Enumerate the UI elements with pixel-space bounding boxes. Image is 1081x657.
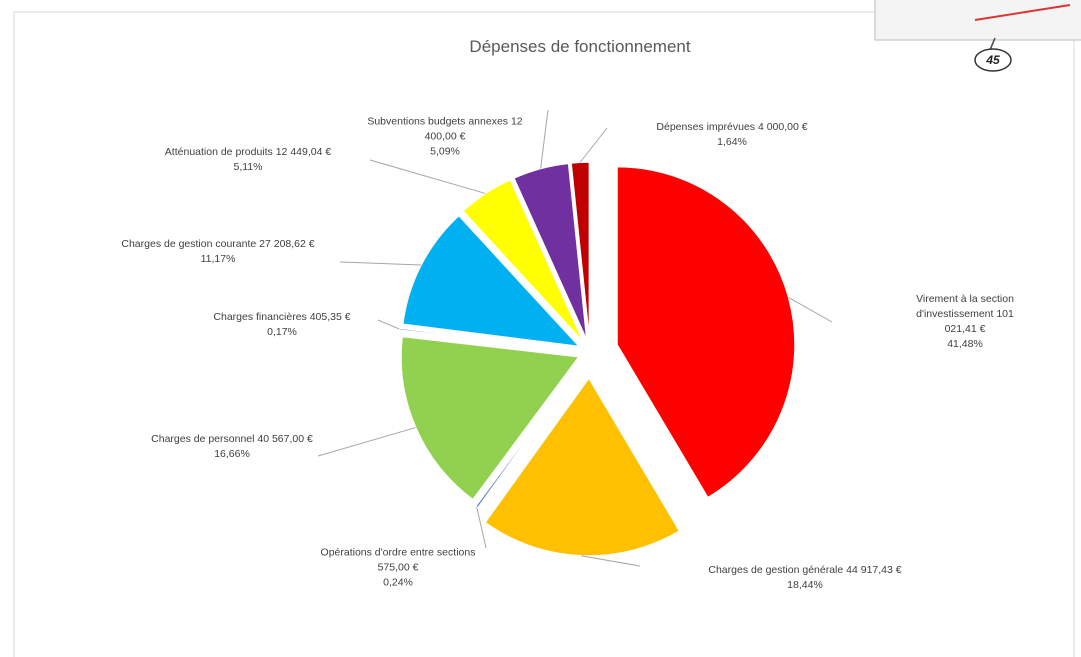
leader-line (339, 261, 422, 266)
leader-line (369, 159, 486, 194)
slice-label: Charges financières 405,35 € 0,17% (213, 310, 350, 340)
slice-percent: 0,17% (267, 326, 297, 338)
slice-label: Atténuation de produits 12 449,04 € 5,11% (165, 145, 331, 175)
pie-slice (483, 376, 681, 557)
corner-note: 45 (985, 53, 1000, 67)
slice-percent: 5,09% (430, 145, 460, 158)
slice-label: Opérations d'ordre entre sections 575,00… (313, 546, 483, 591)
pie-slice (398, 327, 577, 352)
slice-percent: 18,44% (787, 579, 823, 591)
leader-line (377, 319, 400, 330)
slice-name: Charges financières 405,35 € (213, 311, 351, 323)
slice-name: Charges de gestion générale 44 917,43 € (708, 564, 902, 576)
slice-label: Charges de gestion générale 44 917,43 € 1… (708, 563, 901, 593)
leader-line (579, 127, 608, 163)
leader-line (317, 427, 416, 457)
chart-title: Dépenses de fonctionnement (469, 37, 690, 56)
slice-percent: 41,48% (947, 338, 983, 350)
leader-line (580, 555, 641, 567)
slice-label: Charges de personnel 40 567,00 € 16,66% (151, 432, 313, 462)
slice-label: Virement à la section d'investissement 1… (907, 292, 1023, 352)
slice-label: Charges de gestion courante 27 208,62 € 1… (121, 237, 314, 267)
slice-name: Opérations d'ordre entre sections 575,00… (320, 546, 476, 574)
slice-percent: 0,24% (383, 576, 413, 589)
slice-percent: 11,17% (200, 253, 236, 265)
pie-slice (474, 362, 583, 509)
pie-slice (461, 178, 585, 343)
pie-slice (400, 335, 581, 501)
slice-percent: 16,66% (214, 448, 250, 460)
slice-name: Subventions budgets annexes 12 400,00 € (367, 115, 523, 143)
slice-percent: 1,64% (717, 136, 747, 148)
pie-slice (512, 162, 588, 341)
slice-name: Virement à la section d'investissement 1… (916, 293, 1014, 335)
slice-label: Dépenses imprévues 4 000,00 € 1,64% (656, 120, 807, 150)
slice-name: Atténuation de produits 12 449,04 € (164, 146, 332, 158)
slice-name: Charges de gestion courante 27 208,62 € (121, 238, 315, 250)
leader-line (540, 109, 549, 169)
slice-label: Subventions budgets annexes 12 400,00 € 5… (360, 115, 530, 160)
slice-name: Charges de personnel 40 567,00 € (151, 433, 313, 445)
leader-line (788, 297, 833, 323)
corner-sketch: 45 (874, 0, 1081, 72)
slice-percent: 5,11% (233, 161, 263, 173)
slice-name: Dépenses imprévues 4 000,00 € (656, 121, 808, 133)
leader-line (476, 506, 487, 549)
